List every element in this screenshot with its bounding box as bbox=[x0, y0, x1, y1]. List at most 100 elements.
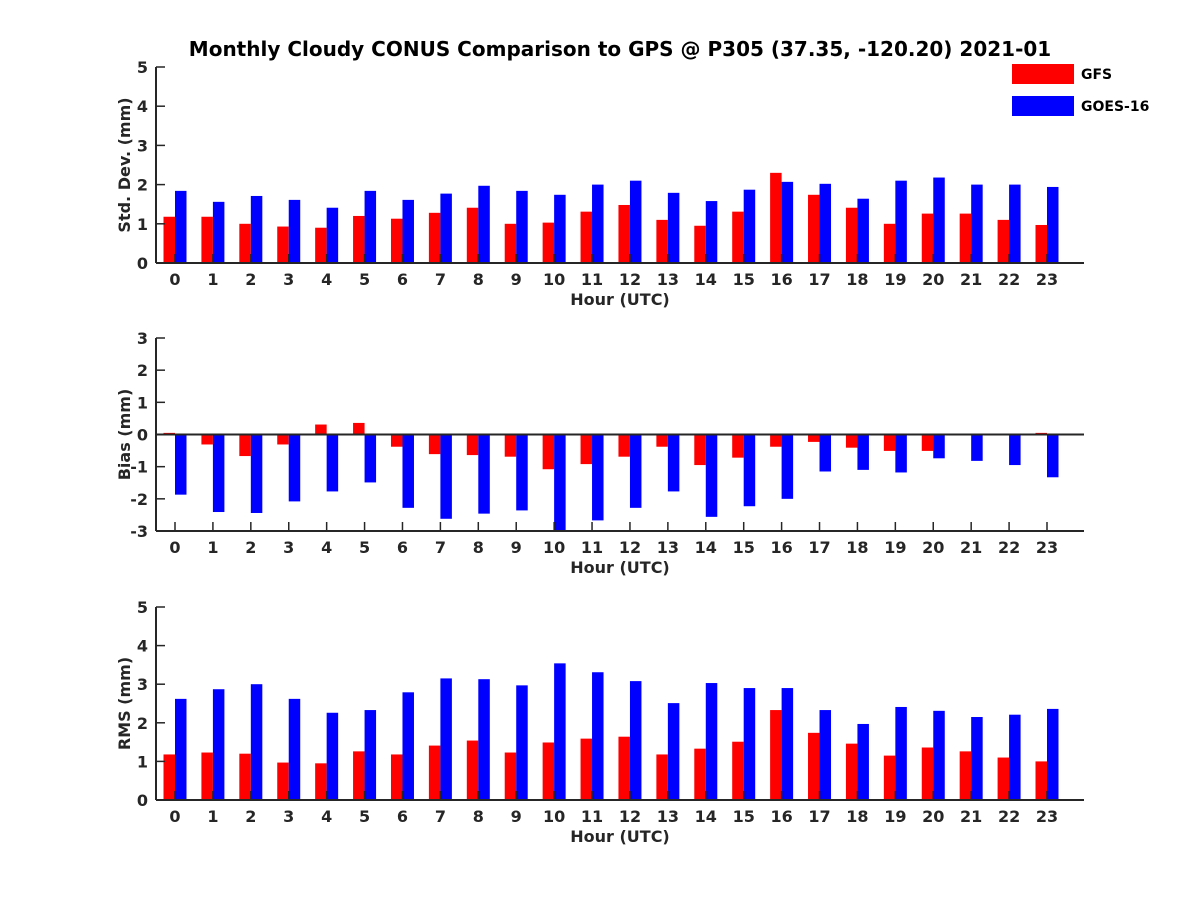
legend-label: GFS bbox=[1081, 67, 1112, 83]
bar-std-goes-16-6 bbox=[402, 199, 414, 263]
bar-bias-gfs-16 bbox=[770, 434, 782, 447]
bar-bias-goes-16-9 bbox=[516, 434, 528, 511]
bar-std-gfs-18 bbox=[845, 207, 858, 263]
bar-std-goes-16-8 bbox=[478, 185, 490, 263]
x-axis-label: Hour (UTC) bbox=[570, 558, 670, 577]
bar-rms-gfs-8 bbox=[466, 740, 479, 800]
bar-bias-goes-16-0 bbox=[175, 434, 187, 495]
bar-std-gfs-4 bbox=[315, 227, 327, 263]
x-tick-label: 3 bbox=[283, 538, 294, 557]
bar-std-gfs-13 bbox=[656, 219, 668, 263]
bar-rms-goes-16-15 bbox=[743, 688, 756, 800]
bar-std-gfs-11 bbox=[580, 211, 593, 263]
bar-std-gfs-12 bbox=[618, 204, 630, 263]
bar-std-gfs-20 bbox=[921, 213, 934, 263]
x-tick-label: 15 bbox=[733, 270, 755, 289]
bar-rms-gfs-2 bbox=[239, 753, 251, 800]
bar-rms-goes-16-5 bbox=[364, 710, 377, 800]
bar-rms-gfs-17 bbox=[808, 732, 820, 800]
bar-rms-goes-16-13 bbox=[667, 703, 680, 800]
bar-std-gfs-19 bbox=[883, 223, 896, 263]
x-tick-label: 13 bbox=[657, 807, 679, 826]
bar-bias-goes-16-4 bbox=[326, 434, 339, 492]
bar-rms-gfs-9 bbox=[504, 752, 517, 800]
series-gfs bbox=[163, 172, 1047, 263]
bar-bias-goes-16-21 bbox=[971, 434, 983, 461]
x-tick-label: 16 bbox=[770, 270, 792, 289]
bar-bias-gfs-13 bbox=[656, 434, 668, 447]
bar-std-goes-16-4 bbox=[326, 207, 339, 263]
y-axis-label: Bias (mm) bbox=[115, 389, 134, 481]
y-tick-label: 1 bbox=[137, 215, 148, 234]
bar-std-goes-16-16 bbox=[781, 181, 794, 263]
bar-std-goes-16-5 bbox=[364, 190, 377, 263]
bar-bias-goes-16-23 bbox=[1047, 434, 1059, 478]
bar-std-gfs-0 bbox=[163, 216, 175, 263]
bar-std-goes-16-2 bbox=[250, 195, 263, 263]
x-tick-label: 10 bbox=[543, 538, 565, 557]
bar-std-gfs-23 bbox=[1035, 224, 1047, 263]
bar-bias-gfs-17 bbox=[808, 434, 820, 442]
bar-rms-gfs-15 bbox=[732, 741, 744, 800]
bar-std-gfs-1 bbox=[201, 216, 213, 263]
x-tick-label: 21 bbox=[960, 538, 982, 557]
x-tick-label: 0 bbox=[169, 270, 180, 289]
bar-rms-gfs-14 bbox=[694, 748, 706, 800]
x-tick-label: 1 bbox=[207, 807, 218, 826]
x-tick-label: 2 bbox=[245, 807, 256, 826]
bar-std-gfs-9 bbox=[504, 223, 517, 263]
bar-rms-gfs-1 bbox=[201, 752, 213, 800]
y-tick-label: 1 bbox=[137, 393, 148, 412]
x-tick-label: 5 bbox=[359, 538, 370, 557]
bar-rms-goes-16-6 bbox=[402, 692, 414, 800]
x-tick-label: 23 bbox=[1036, 270, 1058, 289]
x-tick-label: 20 bbox=[922, 807, 944, 826]
y-tick-label: -3 bbox=[130, 522, 148, 541]
bar-rms-goes-16-7 bbox=[440, 678, 452, 800]
bar-bias-goes-16-6 bbox=[402, 434, 414, 508]
y-tick-label: 1 bbox=[137, 752, 148, 771]
bar-std-goes-16-13 bbox=[667, 192, 680, 263]
bar-rms-gfs-13 bbox=[656, 754, 668, 800]
bar-std-gfs-5 bbox=[353, 215, 365, 263]
bar-rms-gfs-5 bbox=[353, 751, 365, 800]
bar-rms-goes-16-9 bbox=[516, 685, 528, 800]
bar-bias-goes-16-14 bbox=[705, 434, 718, 517]
bar-bias-gfs-3 bbox=[277, 434, 289, 445]
x-tick-label: 11 bbox=[581, 538, 603, 557]
bar-rms-gfs-22 bbox=[997, 757, 1010, 800]
bar-bias-gfs-11 bbox=[580, 434, 593, 465]
legend-swatch-gfs bbox=[1012, 64, 1074, 84]
x-tick-label: 5 bbox=[359, 807, 370, 826]
bar-std-gfs-3 bbox=[277, 226, 289, 263]
bar-std-goes-16-12 bbox=[629, 180, 642, 263]
bar-std-goes-16-10 bbox=[554, 194, 566, 263]
x-tick-label: 3 bbox=[283, 807, 294, 826]
bar-rms-gfs-10 bbox=[542, 742, 555, 800]
bar-std-gfs-21 bbox=[959, 213, 972, 263]
y-tick-label: 3 bbox=[137, 136, 148, 155]
x-tick-label: 8 bbox=[473, 270, 484, 289]
bar-std-goes-16-14 bbox=[705, 201, 718, 263]
x-tick-label: 19 bbox=[884, 807, 906, 826]
bar-rms-goes-16-12 bbox=[629, 681, 642, 800]
bar-bias-goes-16-12 bbox=[629, 434, 642, 508]
x-axis-label: Hour (UTC) bbox=[570, 827, 670, 846]
bar-bias-gfs-9 bbox=[504, 434, 517, 457]
bar-std-gfs-6 bbox=[390, 218, 403, 263]
bar-std-goes-16-23 bbox=[1047, 186, 1059, 263]
x-tick-label: 21 bbox=[960, 807, 982, 826]
y-tick-label: 3 bbox=[137, 675, 148, 694]
x-tick-label: 18 bbox=[846, 270, 868, 289]
x-tick-label: 14 bbox=[695, 538, 717, 557]
bar-bias-gfs-18 bbox=[845, 434, 858, 448]
bar-rms-goes-16-17 bbox=[819, 710, 832, 800]
x-tick-label: 10 bbox=[543, 807, 565, 826]
x-tick-label: 17 bbox=[808, 807, 830, 826]
bar-std-goes-16-7 bbox=[440, 193, 452, 263]
legend-label: GOES-16 bbox=[1081, 99, 1149, 115]
bar-rms-gfs-6 bbox=[390, 754, 403, 800]
bar-rms-gfs-16 bbox=[770, 710, 782, 800]
bar-bias-goes-16-18 bbox=[857, 434, 869, 470]
bar-rms-goes-16-3 bbox=[288, 698, 301, 800]
